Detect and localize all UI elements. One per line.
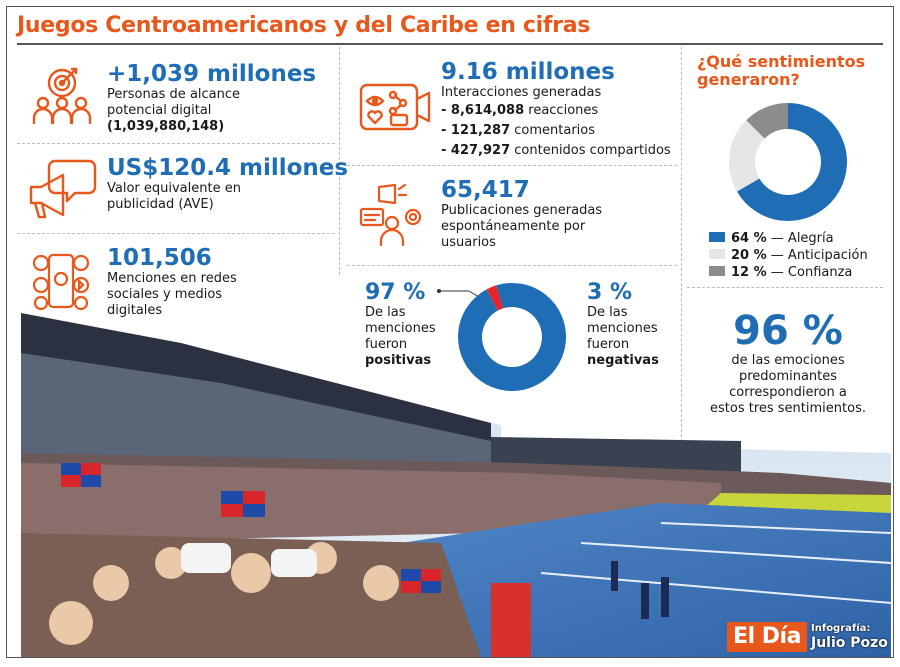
social-media-phone-icon xyxy=(31,251,91,315)
reach-stat: +1,039 millones Personas de alcance pote… xyxy=(107,61,316,135)
shares-text: contenidos compartidos xyxy=(510,143,671,158)
polarity-donut-chart xyxy=(437,283,566,391)
column-divider-2 xyxy=(681,47,682,447)
negative-stat: 3 % De las menciones fueron negativas xyxy=(587,281,659,369)
summary-pct: 96 % xyxy=(733,308,843,354)
interactions-stat: 9.16 millones Interacciones generadas - … xyxy=(441,59,671,161)
interactions-label: Interacciones generadas xyxy=(441,85,602,100)
positive-line-2: menciones xyxy=(365,321,436,336)
summary-line-1: de las emociones xyxy=(731,353,845,368)
publications-stat: 65,417 Publicaciones generadas espontáne… xyxy=(441,177,602,251)
row-divider-4 xyxy=(347,265,677,266)
legend-item-anticipación: 20 % — Anticipación xyxy=(709,248,868,264)
mentions-value: 101,506 xyxy=(107,245,212,271)
sentiment-heading-2: generaron? xyxy=(697,70,800,89)
positive-leader-dot xyxy=(437,289,441,293)
reach-exact: (1,039,880,148) xyxy=(107,119,225,134)
infographic-title: Juegos Centroamericanos y del Caribe en … xyxy=(17,13,591,38)
positive-line-1: De las xyxy=(365,305,406,320)
reactions-count: - 8,614,088 xyxy=(441,103,525,118)
sentiment-slice-confianza xyxy=(746,103,789,140)
summary-line-4: estos tres sentimientos. xyxy=(710,401,866,416)
positive-line-4: positivas xyxy=(365,353,432,368)
summary-line-3: correspondieron a xyxy=(729,385,847,400)
sentiment-heading-1: ¿Qué sentimientos xyxy=(697,52,866,71)
publications-value: 65,417 xyxy=(441,177,530,203)
legend-value: 64 % xyxy=(731,231,767,246)
reactions-item: - 8,614,088 reacciones xyxy=(441,101,671,121)
legend-label: — Anticipación xyxy=(766,248,868,263)
comments-text: comentarios xyxy=(510,123,596,138)
legend-swatch xyxy=(709,232,725,242)
negative-line-1: De las xyxy=(587,305,628,320)
legend-label: — Confianza xyxy=(766,265,853,280)
comments-item: - 121,287 comentarios xyxy=(441,121,671,141)
row-divider-5 xyxy=(687,287,883,288)
sentiment-slices xyxy=(729,103,847,221)
legend-value: 12 % xyxy=(731,265,767,280)
comments-count: - 121,287 xyxy=(441,123,511,138)
reactions-text: reacciones xyxy=(524,103,599,118)
legend-item-confianza: 12 % — Confianza xyxy=(709,265,852,281)
column-divider-1 xyxy=(339,47,340,275)
reach-value: +1,039 millones xyxy=(107,61,317,87)
infographic-frame: Juegos Centroamericanos y del Caribe en … xyxy=(6,6,894,658)
row-divider-2 xyxy=(17,233,335,234)
row-divider-1 xyxy=(17,143,335,144)
negative-line-3: fueron xyxy=(587,337,630,352)
stadium-crowd-photo xyxy=(21,313,891,657)
credit-name: Julio Pozo xyxy=(811,635,888,651)
mentions-label-3: digitales xyxy=(107,303,163,318)
interactions-value: 9.16 millones xyxy=(441,59,615,85)
sentiment-slice-alegría xyxy=(736,103,847,221)
reach-label-2: potencial digital xyxy=(107,103,212,118)
shares-item: - 427,927 contenidos compartidos xyxy=(441,141,671,161)
target-audience-icon xyxy=(29,65,95,131)
sentiment-heading: ¿Qué sentimientos generaron? xyxy=(697,53,865,89)
ave-stat: US$120.4 millones Valor equivalente en p… xyxy=(107,155,348,213)
legend-swatch xyxy=(709,249,725,259)
mentions-stat: 101,506 Menciones en redes sociales y me… xyxy=(107,245,237,319)
legend-label: — Alegría xyxy=(766,231,834,246)
negative-line-4: negativas xyxy=(587,353,659,368)
user-content-icon xyxy=(359,183,425,253)
polarity-slices xyxy=(458,283,566,391)
positive-stat: 97 % De las menciones fueron positivas xyxy=(365,281,436,369)
publications-label-2: espontáneamente por xyxy=(441,219,586,234)
mentions-label-2: sociales y medios xyxy=(107,287,223,302)
negative-line-2: menciones xyxy=(587,321,658,336)
reach-label-1: Personas de alcance xyxy=(107,87,241,102)
sentiment-summary: 96 % de las emociones predominantes corr… xyxy=(693,309,883,417)
ave-label-2: publicidad (AVE) xyxy=(107,197,214,212)
legend-swatch xyxy=(709,266,725,276)
summary-line-2: predominantes xyxy=(738,369,838,384)
legend-item-alegría: 64 % — Alegría xyxy=(709,231,834,247)
sentiment-donut-chart xyxy=(729,103,847,221)
publications-label-1: Publicaciones generadas xyxy=(441,203,603,218)
polarity-slice-negativas xyxy=(486,285,504,311)
ave-value: US$120.4 millones xyxy=(107,155,349,181)
credit-label: Infografía: xyxy=(811,623,871,634)
mentions-label-1: Menciones en redes xyxy=(107,271,237,286)
positive-pct: 97 % xyxy=(365,280,426,305)
negative-pct: 3 % xyxy=(587,280,633,305)
interactions-screen-icon xyxy=(359,83,431,139)
ave-label-1: Valor equivalente en xyxy=(107,181,241,196)
legend-value: 20 % xyxy=(731,248,767,263)
title-rule xyxy=(17,43,883,45)
positive-line-3: fueron xyxy=(365,337,408,352)
publications-label-3: usuarios xyxy=(441,235,496,250)
polarity-slice-positivas xyxy=(458,283,566,391)
megaphone-speech-icon xyxy=(25,157,97,227)
el-dia-logo: El Día xyxy=(727,622,807,652)
shares-count: - 427,927 xyxy=(441,143,511,158)
sentiment-slice-anticipación xyxy=(729,120,766,192)
row-divider-3 xyxy=(347,165,677,166)
